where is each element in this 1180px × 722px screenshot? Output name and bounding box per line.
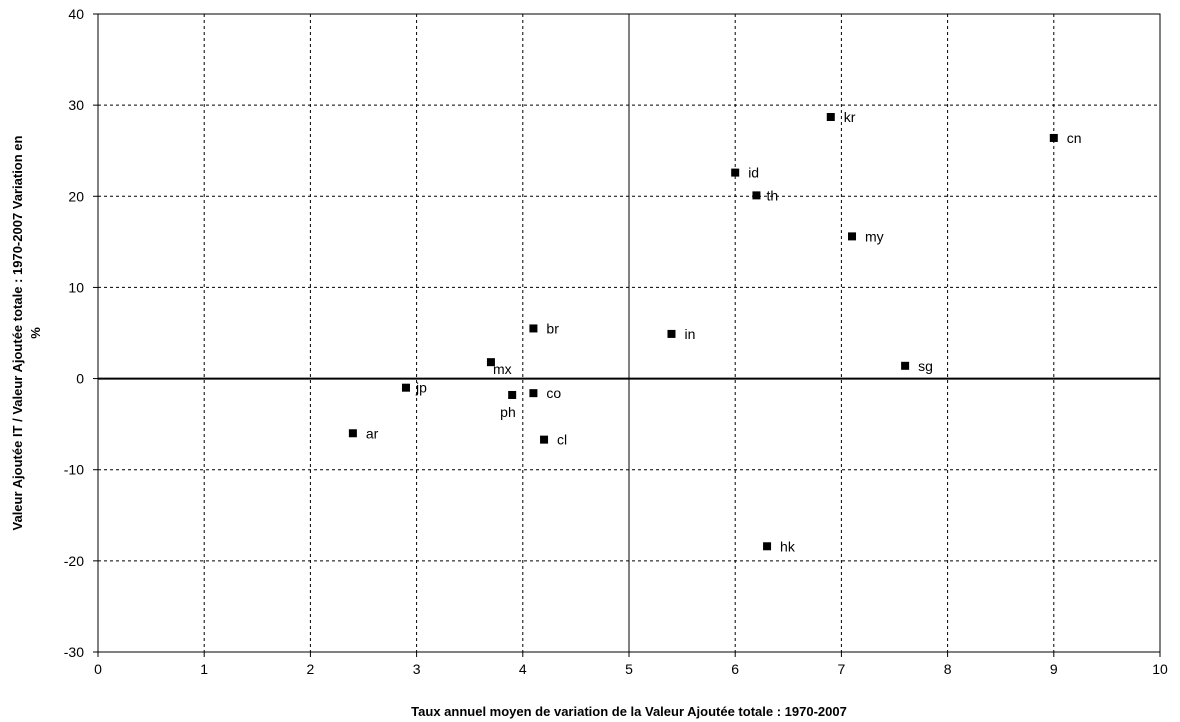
point-label-mx: mx [493,361,512,377]
x-tick-label: 10 [1152,661,1168,677]
point-label-in: in [684,326,695,342]
point-kr [826,112,835,121]
reference-lines [98,14,1160,652]
point-br [529,324,538,333]
x-tick-label: 7 [838,661,846,677]
tick-labels: 0 1 2 3 4 5 6 7 8 9 10 -30 -20 -10 0 10 20 30 40 [64,6,1168,677]
y-axis-title-line2: % [28,327,43,339]
x-tick-label: 6 [731,661,739,677]
point-cn [1049,133,1058,142]
point-label-sg: sg [918,358,933,374]
y-tick-label: -30 [64,644,84,660]
point-label-kr: kr [844,109,856,125]
y-tick-label: 30 [68,97,84,113]
x-axis-title: Taux annuel moyen de variation de la Val… [411,704,847,719]
point-ar [348,429,357,438]
point-th [752,191,761,200]
point-my [848,232,857,241]
x-tick-label: 8 [944,661,952,677]
x-tick-label: 4 [519,661,527,677]
y-tick-label: 20 [68,188,84,204]
point-label-th: th [766,187,778,203]
point-label-cl: cl [557,432,567,448]
point-label-jp: jp [415,380,427,396]
point-label-my: my [865,228,884,244]
point-sg [901,361,910,370]
point-cl [540,435,549,444]
y-axis-title-line1: Valeur Ajoutée IT / Valeur Ajoutée total… [10,135,25,530]
y-tick-label: 0 [76,371,84,387]
y-tick-label: -10 [64,462,84,478]
y-tick-label: 40 [68,6,84,22]
y-tick-label: 10 [68,279,84,295]
point-mx [486,358,495,367]
point-in [667,329,676,338]
x-tick-label: 1 [200,661,208,677]
point-hk [763,542,772,551]
y-axis-title: Valeur Ajoutée IT / Valeur Ajoutée total… [10,135,43,530]
point-label-ph: ph [500,404,516,420]
point-label-cn: cn [1067,130,1082,146]
point-label-br: br [546,320,559,336]
point-id [731,168,740,177]
x-tick-label: 9 [1050,661,1058,677]
x-tick-label: 2 [307,661,315,677]
x-tick-label: 5 [625,661,633,677]
point-label-ar: ar [366,425,379,441]
point-jp [401,383,410,392]
point-label-id: id [748,165,759,181]
y-tick-label: -20 [64,553,84,569]
point-ph [508,390,517,399]
x-tick-label: 3 [413,661,421,677]
x-tick-label: 0 [94,661,102,677]
point-co [529,389,538,398]
point-label-co: co [546,385,561,401]
point-label-hk: hk [780,538,796,554]
